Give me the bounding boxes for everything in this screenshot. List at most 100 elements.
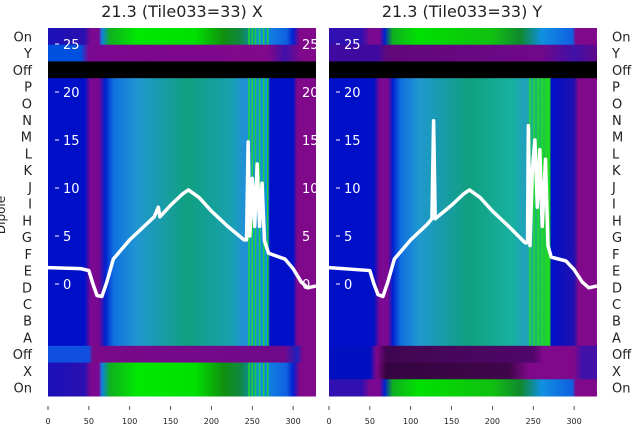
heatmap-row-10 — [329, 195, 597, 213]
heatmap-row-11 — [48, 212, 316, 230]
green-stripe — [258, 128, 261, 146]
green-stripe — [266, 295, 269, 313]
row-label: On — [14, 382, 32, 397]
green-stripe — [254, 295, 257, 313]
green-stripe — [248, 245, 250, 263]
green-stripe — [537, 111, 539, 129]
green-stripe — [258, 111, 261, 129]
green-stripe — [258, 329, 261, 347]
green-stripe — [266, 28, 269, 46]
row-label: Off — [612, 64, 632, 79]
row-label: A — [23, 331, 32, 346]
green-stripe — [254, 128, 257, 146]
green-stripe — [533, 295, 535, 313]
row-label: G — [22, 231, 32, 246]
green-stripe — [248, 278, 250, 297]
green-stripe — [262, 379, 265, 397]
heatmap-row-3 — [48, 78, 316, 96]
green-stripe — [262, 295, 265, 313]
green-stripe — [545, 329, 548, 347]
row-label: H — [612, 214, 622, 229]
green-stripe — [254, 329, 257, 347]
heatmap-row-19 — [48, 345, 316, 364]
green-stripe — [251, 161, 254, 180]
heatmap-row-7 — [329, 145, 597, 163]
panel-gap — [316, 26, 329, 398]
overlay-line — [329, 119, 597, 299]
heatmap-row-17 — [48, 312, 316, 330]
y-tick-label: 10 — [344, 182, 361, 197]
green-stripe — [529, 262, 531, 280]
x-tick-label: 250 — [526, 417, 541, 426]
green-stripe — [258, 379, 261, 397]
green-stripe — [251, 228, 254, 246]
green-stripe — [262, 28, 265, 46]
heatmap-row-8 — [48, 161, 316, 180]
x-tick-label: 100 — [122, 417, 137, 426]
x-tick-label: 150 — [444, 417, 459, 426]
row-label: M — [21, 131, 32, 146]
green-stripe — [533, 111, 535, 129]
heatmap-row-20 — [329, 362, 597, 380]
row-label: H — [22, 214, 32, 229]
row-label: K — [23, 164, 32, 179]
green-stripe — [529, 111, 531, 129]
green-stripe — [248, 111, 250, 129]
green-stripe — [541, 262, 544, 280]
green-stripe — [533, 245, 535, 263]
green-stripe — [254, 228, 257, 246]
row-label: E — [612, 265, 620, 280]
green-stripe — [533, 312, 535, 330]
heatmap-row-5 — [48, 111, 316, 129]
green-stripe — [541, 161, 544, 180]
heatmap-row-10 — [48, 195, 316, 213]
green-stripe — [248, 128, 250, 146]
green-stripe — [541, 145, 544, 163]
row-label: N — [612, 114, 622, 129]
y-tick-label: 25 — [63, 38, 80, 53]
y-tick-label: 5 — [63, 230, 71, 245]
green-stripe — [541, 94, 544, 113]
green-stripe — [266, 111, 269, 129]
green-stripe — [541, 228, 544, 246]
y-tick-label: 5 — [344, 230, 352, 245]
y-tick-label-right: 25 — [302, 38, 319, 53]
green-stripe — [258, 78, 261, 96]
heatmap-row-7 — [48, 145, 316, 163]
green-stripe — [258, 161, 261, 180]
x-tick-label: 100 — [403, 417, 418, 426]
green-stripe — [529, 94, 531, 113]
row-label: Y — [611, 47, 620, 62]
green-stripe — [533, 228, 535, 246]
row-label: L — [612, 147, 620, 162]
green-stripe — [547, 128, 550, 146]
x-tick-label: 50 — [84, 417, 94, 426]
green-stripe — [537, 329, 539, 347]
green-stripe — [537, 278, 539, 297]
green-stripe — [251, 28, 254, 46]
heatmap-row-6 — [329, 128, 597, 146]
heatmap-row-3 — [329, 78, 597, 96]
green-stripe — [262, 145, 265, 163]
green-stripe — [537, 212, 539, 230]
heatmap-row-21 — [329, 379, 597, 397]
row-label: M — [612, 131, 623, 146]
green-stripe — [547, 94, 550, 113]
x-tick-label: 0 — [45, 417, 50, 426]
row-label: I — [612, 198, 616, 213]
green-stripe — [545, 145, 548, 163]
green-stripe — [248, 379, 250, 397]
green-stripe — [266, 278, 269, 297]
heatmap-row-1 — [48, 44, 316, 62]
green-stripe — [248, 28, 250, 46]
green-stripe — [533, 262, 535, 280]
green-stripe — [529, 329, 531, 347]
green-stripe — [545, 295, 548, 313]
green-stripe — [262, 161, 265, 180]
y-axis-label: Dipole — [0, 196, 8, 234]
green-stripe — [258, 278, 261, 297]
x-tick-label: 200 — [485, 417, 500, 426]
row-label: On — [14, 30, 32, 45]
green-stripe — [266, 161, 269, 180]
